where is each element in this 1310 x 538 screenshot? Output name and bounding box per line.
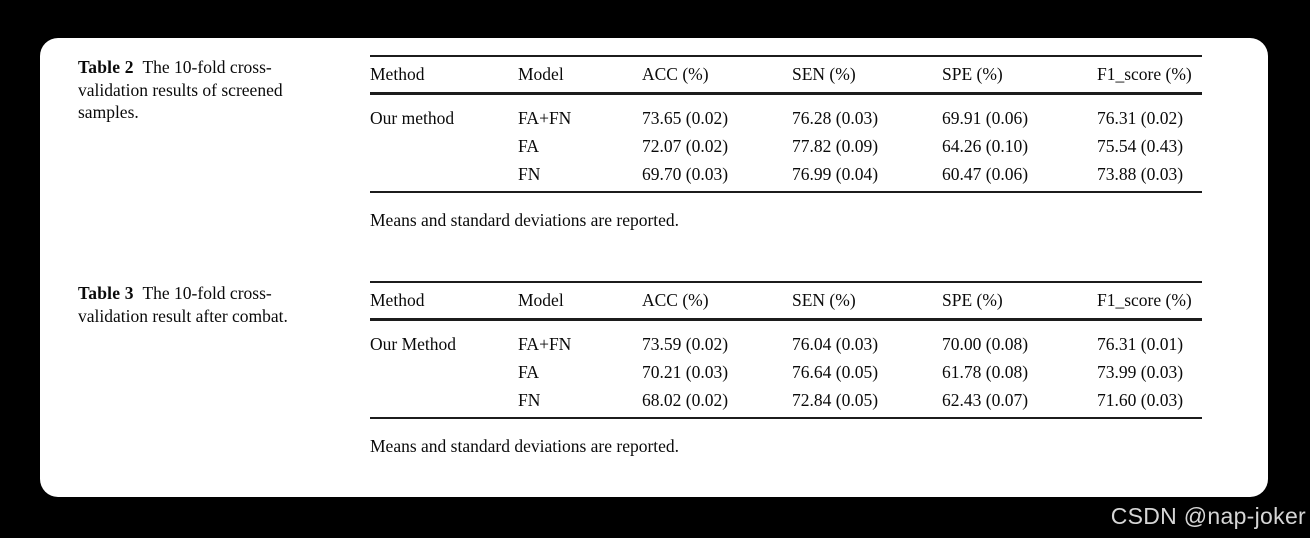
table-cell: 60.47 (0.06)	[942, 163, 1029, 184]
table-cell: 72.07 (0.02)	[642, 135, 729, 156]
table-body: Our method FA+FN 73.65 (0.02) 76.28 (0.03) 6…	[370, 94, 1202, 193]
table-cell: 73.65 (0.02)	[642, 107, 729, 128]
table-cell: 72.84 (0.05)	[792, 389, 879, 410]
table-cell: FA	[518, 135, 540, 156]
table-cell: Our method	[370, 107, 455, 128]
table-cell: 70.00 (0.08)	[942, 333, 1029, 354]
column-header: SPE (%)	[942, 56, 1097, 95]
table-row: FN 69.70 (0.03) 76.99 (0.04) 60.47 (0.06) 73…	[370, 160, 1202, 192]
table-head: Method Model ACC (%) SEN (%) SPE (%) F1_score…	[370, 56, 1202, 95]
table-block: Table 3 The 10-fold cross-validation res…	[78, 281, 1268, 457]
watermark-text: CSDN @nap-joker	[1110, 503, 1306, 529]
table-cell: 76.04 (0.03)	[792, 333, 879, 354]
table-row: FN 68.02 (0.02) 72.84 (0.05) 62.43 (0.07) 71…	[370, 386, 1202, 418]
table-block: Table 2 The 10-fold cross-validation res…	[78, 55, 1268, 231]
table-header-row: Method Model ACC (%) SEN (%) SPE (%) F1_score…	[370, 282, 1202, 321]
content-panel: Table 2 The 10-fold cross-validation res…	[40, 38, 1268, 497]
table-cell	[370, 132, 518, 160]
table-caption: Table 2 The 10-fold cross-validation res…	[78, 55, 322, 124]
table-cell: FA+FN	[518, 333, 572, 354]
table-caption-text: The 10-fold cross-validation results of …	[78, 57, 283, 122]
column-header: Method	[370, 56, 518, 95]
table-cell: FN	[518, 389, 541, 410]
column-header: Method	[370, 282, 518, 321]
table-cell: 76.28 (0.03)	[792, 107, 879, 128]
results-table: Method Model ACC (%) SEN (%) SPE (%) F1_score…	[370, 281, 1202, 419]
table-cell: 69.70 (0.03)	[642, 163, 729, 184]
table-row: Our method FA+FN 73.65 (0.02) 76.28 (0.03) 6…	[370, 94, 1202, 133]
table-cell: 76.31 (0.02)	[1097, 107, 1184, 128]
column-header: SPE (%)	[942, 282, 1097, 321]
table-head: Method Model ACC (%) SEN (%) SPE (%) F1_score…	[370, 282, 1202, 321]
table-cell: 71.60 (0.03)	[1097, 389, 1184, 410]
column-header: F1_score (%)	[1097, 56, 1202, 95]
table-row: FA 70.21 (0.03) 76.64 (0.05) 61.78 (0.08) 73…	[370, 358, 1202, 386]
table-cell: 77.82 (0.09)	[792, 135, 879, 156]
table-body: Our Method FA+FN 73.59 (0.02) 76.04 (0.03) 7…	[370, 320, 1202, 419]
table-cell: 76.99 (0.04)	[792, 163, 879, 184]
table-container: Method Model ACC (%) SEN (%) SPE (%) F1_score…	[370, 55, 1202, 231]
table-cell: 73.99 (0.03)	[1097, 361, 1184, 382]
table-cell	[370, 358, 518, 386]
table-row: Our Method FA+FN 73.59 (0.02) 76.04 (0.03) 7…	[370, 320, 1202, 359]
table-cell: 73.88 (0.03)	[1097, 163, 1184, 184]
column-header: SEN (%)	[792, 56, 942, 95]
table-cell: 75.54 (0.43)	[1097, 135, 1184, 156]
table-cell	[370, 160, 518, 192]
table-cell: FA	[518, 361, 540, 382]
column-header: ACC (%)	[642, 56, 792, 95]
table-footnote: Means and standard deviations are report…	[370, 210, 680, 230]
column-header: SEN (%)	[792, 282, 942, 321]
table-header-row: Method Model ACC (%) SEN (%) SPE (%) F1_score…	[370, 56, 1202, 95]
table-cell: 68.02 (0.02)	[642, 389, 729, 410]
table-container: Method Model ACC (%) SEN (%) SPE (%) F1_score…	[370, 281, 1202, 457]
column-header: ACC (%)	[642, 282, 792, 321]
table-cell: 62.43 (0.07)	[942, 389, 1029, 410]
table-caption-label: Table 2	[78, 57, 134, 77]
table-cell: FA+FN	[518, 107, 572, 128]
results-table: Method Model ACC (%) SEN (%) SPE (%) F1_score…	[370, 55, 1202, 193]
column-header: Model	[518, 56, 642, 95]
table-caption: Table 3 The 10-fold cross-validation res…	[78, 281, 322, 327]
table-cell: 76.31 (0.01)	[1097, 333, 1184, 354]
table-row: FA 72.07 (0.02) 77.82 (0.09) 64.26 (0.10) 75…	[370, 132, 1202, 160]
table-cell: 73.59 (0.02)	[642, 333, 729, 354]
table-caption-text: The 10-fold cross-validation result afte…	[78, 283, 288, 326]
table-cell: 70.21 (0.03)	[642, 361, 729, 382]
table-cell: FN	[518, 163, 541, 184]
table-cell: Our Method	[370, 333, 457, 354]
table-cell: 76.64 (0.05)	[792, 361, 879, 382]
table-caption-label: Table 3	[78, 283, 134, 303]
table-cell: 64.26 (0.10)	[942, 135, 1029, 156]
table-cell	[370, 386, 518, 418]
table-cell: 61.78 (0.08)	[942, 361, 1029, 382]
table-footnote: Means and standard deviations are report…	[370, 436, 680, 456]
table-cell: 69.91 (0.06)	[942, 107, 1029, 128]
column-header: Model	[518, 282, 642, 321]
column-header: F1_score (%)	[1097, 282, 1202, 321]
